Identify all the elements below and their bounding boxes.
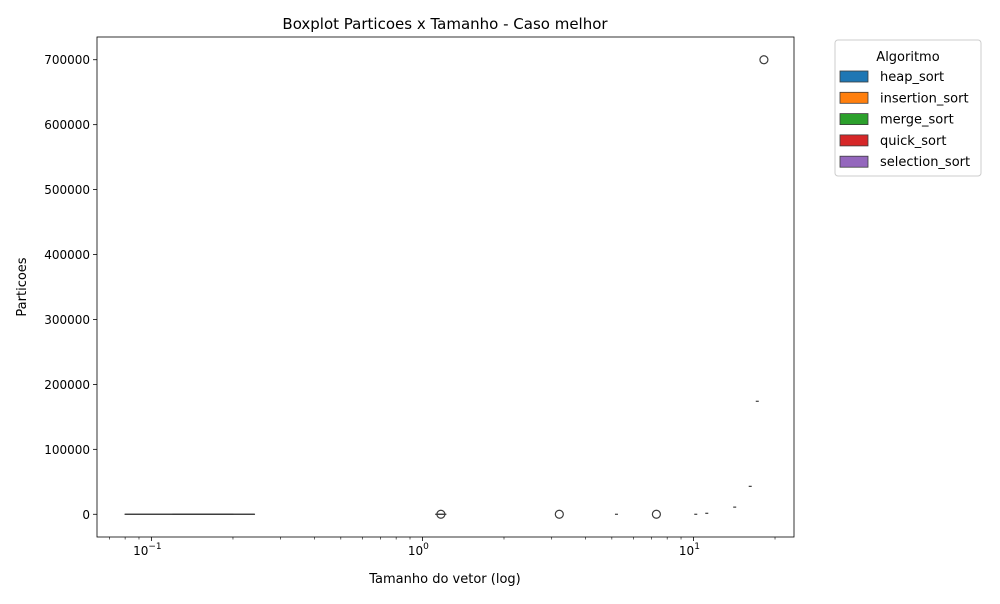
y-axis-label: Particoes bbox=[15, 257, 30, 316]
y-tick-label: 300000 bbox=[44, 313, 90, 327]
y-tick-label: 700000 bbox=[44, 53, 90, 67]
y-tick-label: 200000 bbox=[44, 378, 90, 392]
legend-swatch bbox=[840, 92, 868, 103]
y-tick-label: 600000 bbox=[44, 118, 90, 132]
legend-swatch bbox=[840, 135, 868, 146]
x-tick-label: 10−1 bbox=[133, 542, 162, 558]
legend-swatch bbox=[840, 114, 868, 125]
y-tick-label: 100000 bbox=[44, 443, 90, 457]
outlier-marker bbox=[760, 56, 768, 64]
plot-area: 0 100000 200000 300000 400000 500000 600000 700… bbox=[44, 53, 775, 558]
y-tick-label: 400000 bbox=[44, 248, 90, 262]
legend-label: heap_sort bbox=[880, 70, 944, 85]
legend-label: insertion_sort bbox=[880, 91, 969, 106]
x-tick-exponent: −1 bbox=[148, 542, 161, 552]
outlier-marker bbox=[555, 510, 563, 518]
chart-title: Boxplot Particoes x Tamanho - Caso melho… bbox=[282, 15, 608, 33]
legend-label: quick_sort bbox=[880, 134, 946, 149]
x-tick-label: 101 bbox=[679, 542, 700, 558]
x-tick-label: 100 bbox=[408, 542, 429, 558]
outlier-marker bbox=[652, 510, 660, 518]
x-tick-exponent: 0 bbox=[423, 542, 429, 552]
legend-swatch bbox=[840, 71, 868, 82]
y-tick-label: 500000 bbox=[44, 183, 90, 197]
x-tick-exponent: 1 bbox=[694, 542, 700, 552]
legend: Algoritmo heap_sort insertion_sort merge_s… bbox=[835, 40, 981, 176]
legend-swatch bbox=[840, 156, 868, 167]
axes-frame bbox=[97, 37, 794, 537]
y-tick-label: 0 bbox=[82, 508, 90, 522]
legend-title: Algoritmo bbox=[876, 50, 939, 65]
legend-label: selection_sort bbox=[880, 155, 970, 170]
legend-label: merge_sort bbox=[880, 113, 954, 128]
x-axis-label: Tamanho do vetor (log) bbox=[368, 572, 520, 587]
